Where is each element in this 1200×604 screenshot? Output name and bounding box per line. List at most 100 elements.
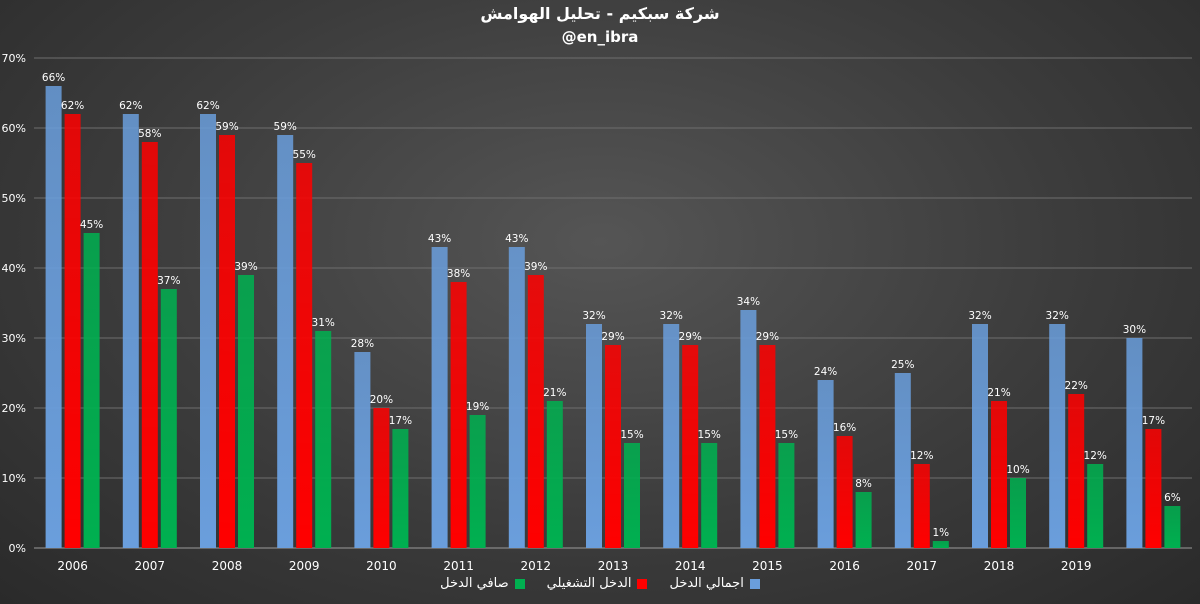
x-tick-label: 2011 [443,559,474,573]
bar [1010,478,1026,548]
bar [527,275,544,548]
bar [605,345,621,548]
data-label: 45% [80,219,103,231]
legend-label: اجمالي الدخل [669,576,744,591]
data-label: 17% [389,415,412,427]
legend: اجمالي الدخل الدخل التشغيلي صافي الدخل [0,576,1200,591]
bar [855,492,872,548]
data-label: 37% [157,275,180,287]
bar [122,114,139,548]
data-label: 29% [679,331,702,343]
data-label: 39% [524,261,547,273]
data-label: 55% [293,149,316,161]
legend-swatch [749,578,760,589]
legend-label: الدخل التشغيلي [546,576,632,591]
bar [759,345,776,548]
x-tick-label: 2008 [212,559,243,573]
data-label: 22% [1065,380,1088,392]
bar [1145,429,1162,548]
data-label: 10% [1006,464,1029,476]
data-label: 30% [1123,324,1146,336]
y-tick-label: 60% [2,122,26,135]
bar [586,324,602,548]
data-label: 24% [814,366,837,378]
x-tick-label: 2012 [521,559,552,573]
bar [469,415,486,548]
bar [1164,506,1181,548]
bar [219,135,235,548]
bar [1087,464,1104,548]
legend-swatch [514,578,525,589]
bar [894,373,911,548]
x-tick-label: 2014 [675,559,706,573]
bar [836,436,853,548]
bar [663,324,680,548]
bar [913,464,930,548]
data-label: 25% [891,359,914,371]
x-tick-label: 2016 [829,559,860,573]
data-label: 15% [775,429,798,441]
x-tick-label: 2010 [366,559,397,573]
bar [277,135,294,548]
y-tick-label: 20% [2,402,26,415]
chart-title: شركة سبكيم - تحليل الهوامش [480,4,720,23]
bar [238,275,254,548]
y-tick-label: 70% [2,52,26,65]
bar [701,443,718,548]
data-label: 62% [61,100,84,112]
data-label: 43% [505,233,528,245]
data-label: 58% [138,128,161,140]
y-tick-label: 30% [2,332,26,345]
bar [817,380,834,548]
x-tick-label: 2017 [907,559,938,573]
bar [354,352,371,548]
x-tick-label: 2013 [598,559,629,573]
legend-item: صافي الدخل [440,576,525,591]
bar [64,114,81,548]
data-label: 1% [932,527,949,539]
data-label: 12% [910,450,933,462]
data-label: 17% [1142,415,1165,427]
bar [624,443,640,548]
data-label: 29% [756,331,779,343]
data-label: 62% [196,100,219,112]
bar [200,114,216,548]
bar [160,289,177,548]
bar [508,247,525,548]
data-label: 38% [447,268,470,280]
data-label: 39% [234,261,257,273]
bar [932,541,949,548]
data-label: 28% [351,338,374,350]
data-label: 12% [1084,450,1107,462]
data-label: 32% [582,310,605,322]
bar [296,163,313,548]
data-label: 6% [1164,492,1181,504]
x-tick-label: 2019 [1061,559,1092,573]
y-tick-label: 0% [9,542,26,555]
data-label: 62% [119,100,142,112]
x-tick-label: 2006 [57,559,88,573]
bar [45,86,62,548]
data-label: 31% [312,317,335,329]
data-label: 59% [274,121,297,133]
legend-item: اجمالي الدخل [669,576,760,591]
bar [778,443,795,548]
data-label: 20% [370,394,393,406]
y-tick-label: 10% [2,472,26,485]
y-tick-label: 50% [2,192,26,205]
data-label: 21% [987,387,1010,399]
bar [1049,324,1066,548]
x-tick-label: 2015 [752,559,783,573]
data-label: 32% [660,310,683,322]
bar [682,345,699,548]
bar [991,401,1007,548]
legend-item: الدخل التشغيلي [547,576,648,591]
legend-swatch [637,578,648,589]
data-label: 66% [42,72,65,84]
data-label: 15% [698,429,721,441]
bar [972,324,988,548]
data-label: 19% [466,401,489,413]
bar [1068,394,1085,548]
